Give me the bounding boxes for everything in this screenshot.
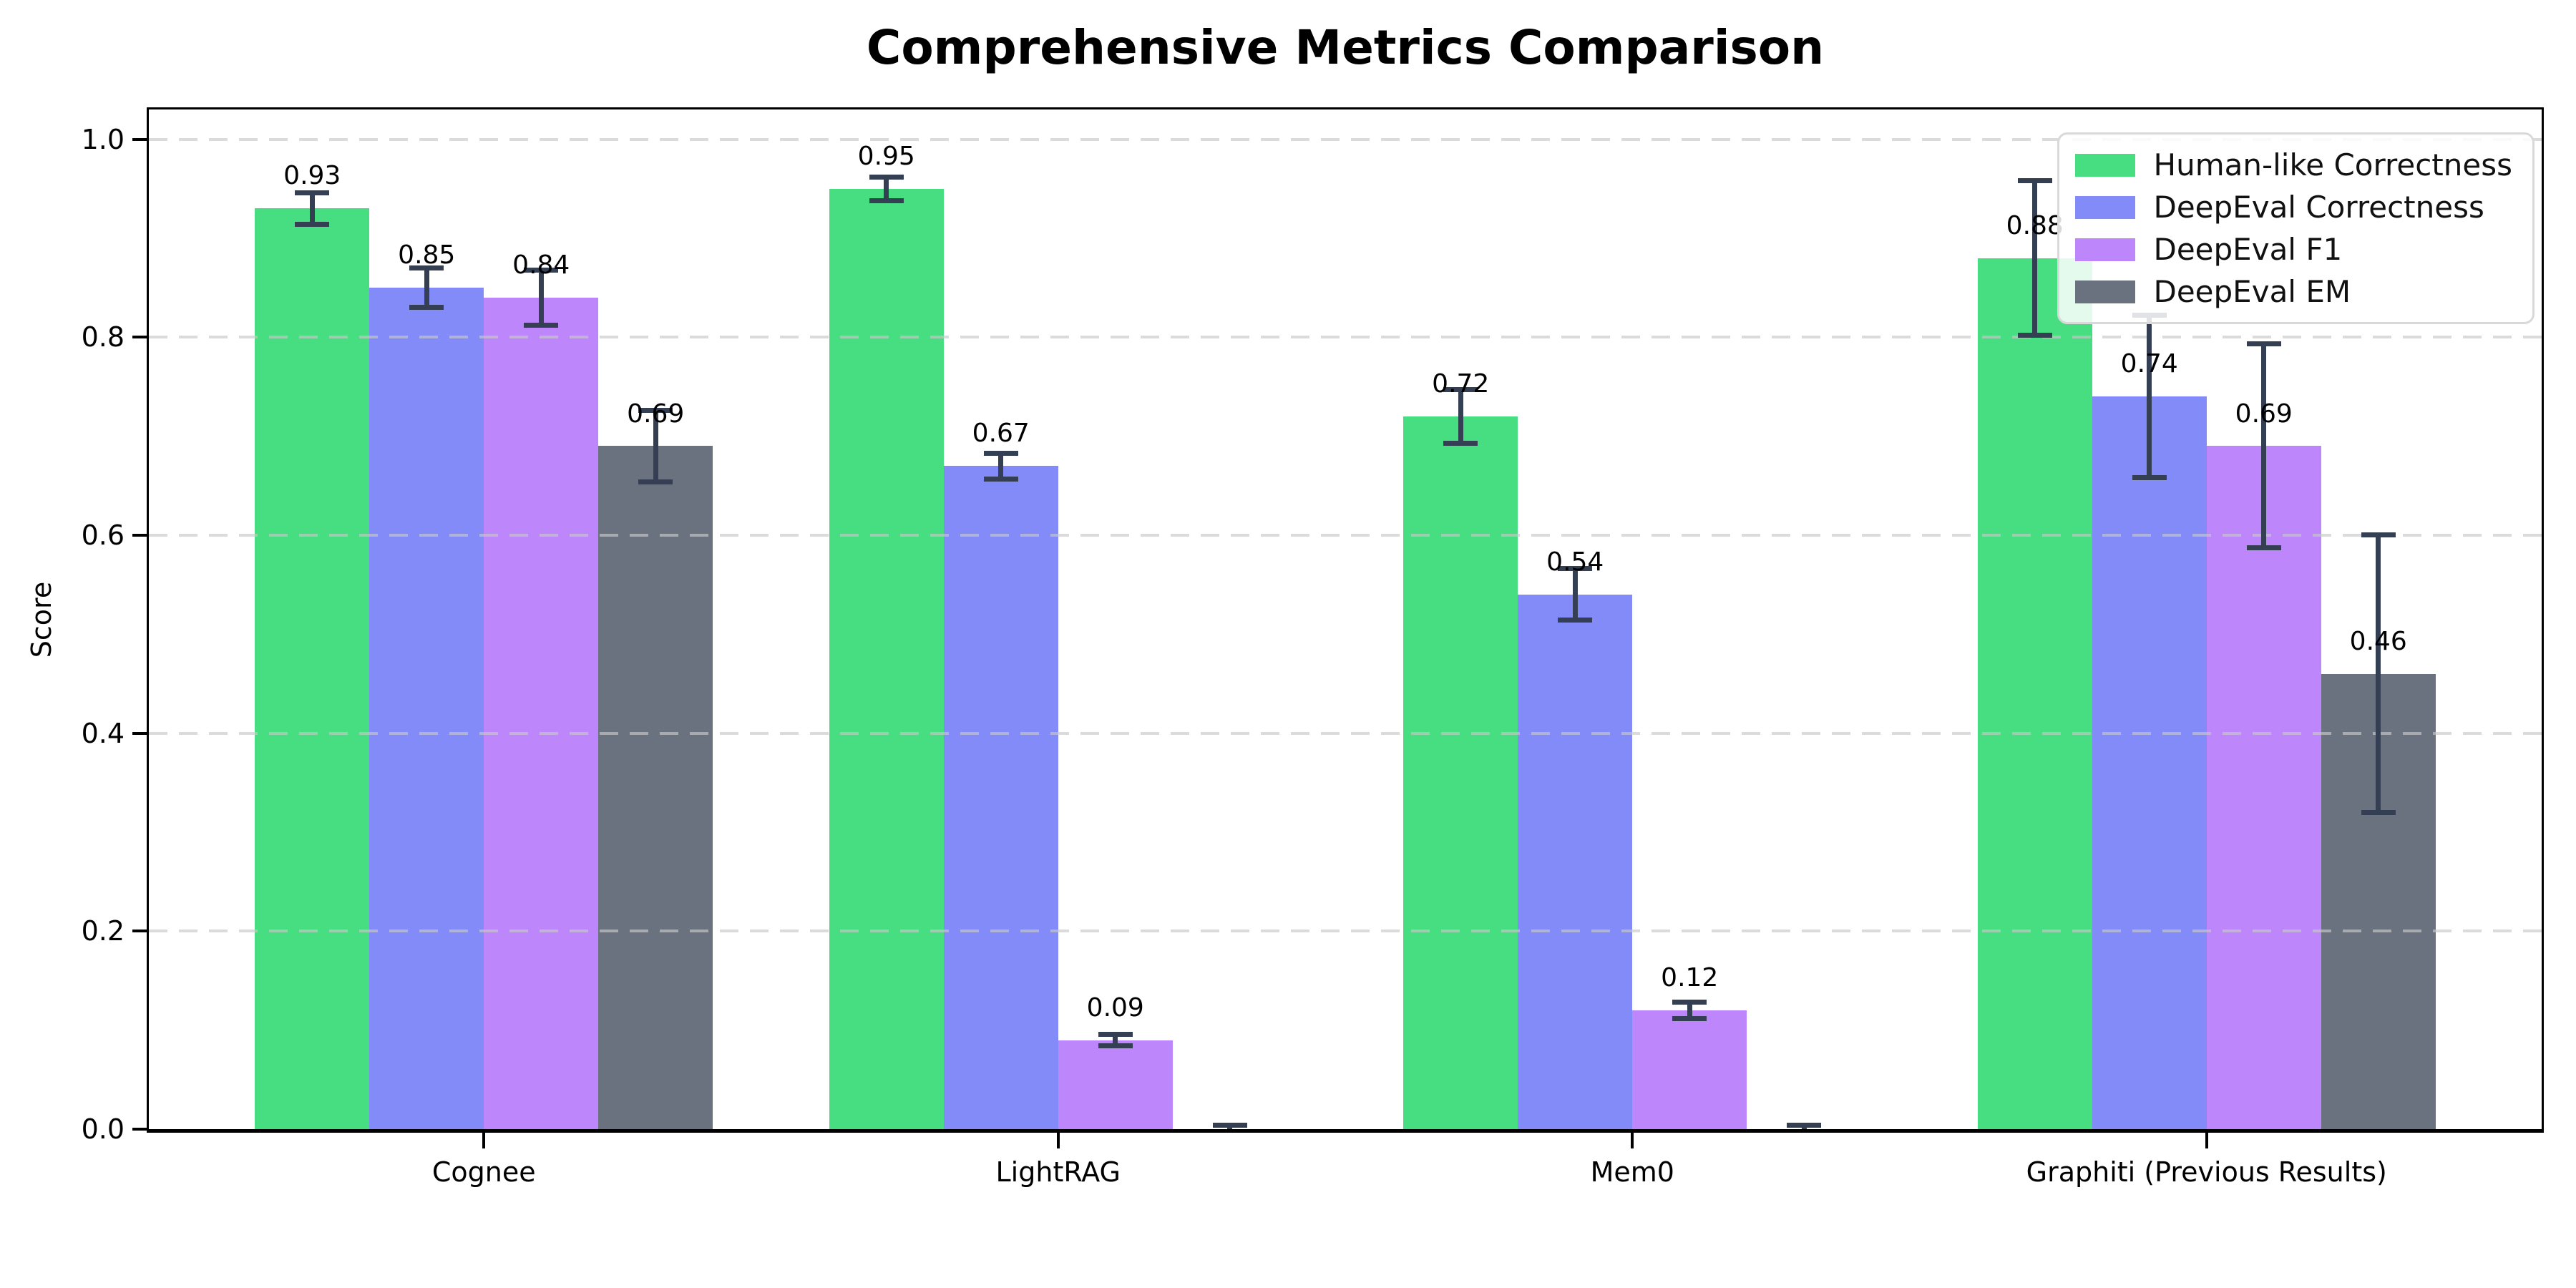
legend-swatch: [2074, 280, 2135, 303]
y-axis-label: Score: [26, 581, 57, 658]
legend-item: DeepEval Correctness: [2074, 190, 2513, 225]
legend-label: Human-like Correctness: [2153, 147, 2513, 182]
legend-label: DeepEval F1: [2153, 232, 2343, 267]
legend-item: Human-like Correctness: [2074, 147, 2513, 182]
bar: [1403, 416, 1518, 1129]
x-tick-label: LightRAG: [995, 1156, 1121, 1188]
y-tick-mark: [132, 731, 147, 735]
legend-item: DeepEval EM: [2074, 274, 2513, 309]
x-tick-mark: [1056, 1133, 1060, 1148]
y-tick-label: 0.2: [81, 915, 125, 947]
bar: [1518, 594, 1633, 1129]
bar: [1977, 258, 2092, 1129]
plot-area: 0.93 0.95 0.72 0.88 0.85 0.67 0.54 0.74 0.84 0.09…: [82, 107, 2544, 1188]
bar: [255, 208, 370, 1129]
x-tick-label: Mem0: [1590, 1156, 1674, 1188]
x-tick-mark: [2205, 1133, 2208, 1148]
gridline: [149, 930, 2542, 933]
y-tick-label: 0.6: [81, 519, 125, 551]
y-tick-mark: [132, 533, 147, 537]
bar: [2321, 673, 2436, 1129]
legend-item: DeepEval F1: [2074, 232, 2513, 267]
y-tick-mark: [132, 336, 147, 339]
grid-layer: [149, 109, 2542, 1129]
bar: [829, 188, 944, 1129]
x-tick-label: Graphiti (Previous Results): [2026, 1156, 2387, 1188]
y-tick-mark: [132, 137, 147, 141]
bar: [1058, 1040, 1173, 1129]
y-tick-mark: [132, 930, 147, 933]
gridline: [149, 731, 2542, 735]
y-tick-label: 1.0: [81, 123, 125, 155]
legend-swatch: [2074, 195, 2135, 219]
x-tick-mark: [1631, 1133, 1634, 1148]
y-tick-mark: [132, 1128, 147, 1131]
x-tick-label: Cognee: [431, 1156, 536, 1188]
gridline: [149, 336, 2542, 339]
bar: [369, 288, 484, 1129]
chart-title: Comprehensive Metrics Comparison: [866, 20, 1825, 75]
bar: [1632, 1010, 1747, 1129]
legend-label: DeepEval Correctness: [2153, 190, 2484, 225]
bar: [598, 446, 713, 1129]
bar: [943, 466, 1058, 1129]
bar: [2206, 446, 2321, 1129]
bar: [2092, 396, 2207, 1129]
legend-swatch: [2074, 238, 2135, 261]
legend-swatch: [2074, 153, 2135, 177]
legend-label: DeepEval EM: [2153, 274, 2351, 309]
gridline: [149, 533, 2542, 537]
gridline: [149, 137, 2542, 141]
x-tick-mark: [482, 1133, 486, 1148]
bar: [484, 297, 599, 1129]
y-tick-label: 0.0: [81, 1113, 125, 1145]
bars-layer: [149, 109, 2542, 1129]
y-tick-label: 0.8: [81, 321, 125, 353]
y-tick-label: 0.4: [81, 717, 125, 749]
legend: Human-like Correctness DeepEval Correctne…: [2057, 132, 2534, 324]
